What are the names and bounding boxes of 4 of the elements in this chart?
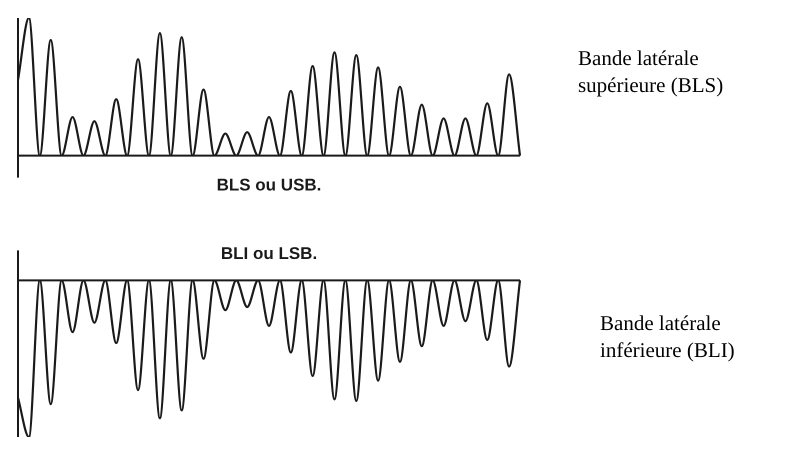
text: Bande latérale supérieure (BLS) — [578, 45, 724, 100]
text: Bande latérale inférieure (BLI) — [600, 310, 736, 364]
chart-title: BLI ou LSB. — [220, 244, 318, 263]
x-axis-title: BLS ou USB. — [216, 175, 322, 194]
